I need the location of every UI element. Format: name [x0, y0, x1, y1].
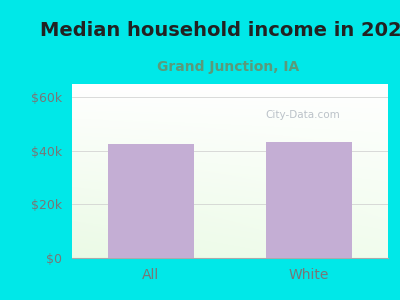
Text: Grand Junction, IA: Grand Junction, IA	[157, 60, 299, 74]
Text: City-Data.com: City-Data.com	[265, 110, 340, 120]
Bar	[266, 142, 352, 258]
Bar	[108, 144, 194, 258]
Text: Median household income in 2022: Median household income in 2022	[40, 21, 400, 40]
